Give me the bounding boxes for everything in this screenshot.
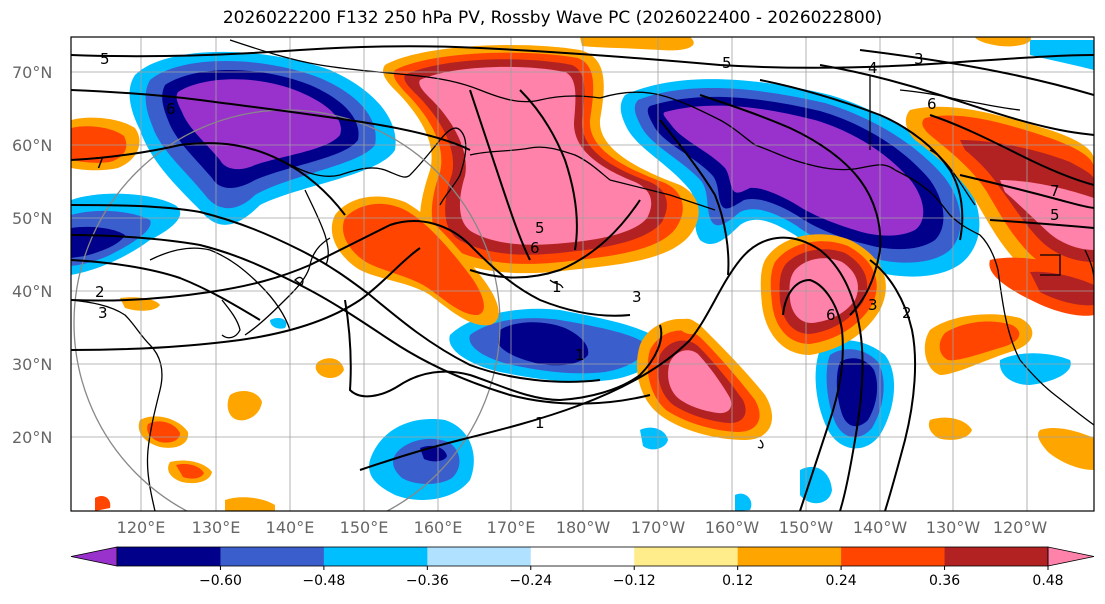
colorbar-tick-label: 0.24 bbox=[826, 573, 857, 589]
colorbar-segment bbox=[737, 547, 842, 566]
colorbar-tick-label: −0.24 bbox=[509, 573, 552, 589]
gridlines bbox=[71, 37, 1094, 511]
lat-label: 40°N bbox=[12, 282, 52, 301]
lat-label: 20°N bbox=[12, 428, 52, 447]
colorbar: −0.60 −0.48 −0.36 −0.24 −0.12 0.12 0.24 0.36 0.4… bbox=[70, 546, 1095, 589]
contour-label: 5 bbox=[1050, 206, 1060, 224]
lon-label: 150°W bbox=[779, 518, 834, 537]
contour-label: 1 bbox=[552, 278, 562, 296]
contour-label: 7 bbox=[1050, 182, 1060, 200]
negative-anomaly-shading bbox=[71, 40, 1094, 511]
contour-label: 3 bbox=[914, 50, 924, 68]
contour-label: 6 bbox=[826, 306, 836, 324]
colorbar-segment bbox=[944, 547, 1049, 566]
colorbar-segment bbox=[634, 547, 739, 566]
colorbar-segment bbox=[841, 547, 946, 566]
colorbar-tick-label: −0.60 bbox=[199, 573, 242, 589]
colorbar-segment bbox=[117, 547, 221, 566]
colorbar-segment bbox=[220, 547, 325, 566]
lon-label: 130°E bbox=[192, 518, 241, 537]
colorbar-tick-label: 0.12 bbox=[722, 573, 753, 589]
colorbar-tick-label: −0.48 bbox=[302, 573, 345, 589]
map-layers: 5 6 7 2 3 5 6 1 1 3 5 4 3 6 6 3 2 1 7 5 bbox=[71, 37, 1094, 511]
contour-label: 6 bbox=[166, 100, 176, 118]
lon-label: 180°W bbox=[556, 518, 611, 537]
colorbar-tick-label: −0.36 bbox=[406, 573, 449, 589]
lon-label: 120°W bbox=[993, 518, 1048, 537]
colorbar-segment bbox=[530, 547, 635, 566]
lon-label: 160°E bbox=[414, 518, 463, 537]
lon-label: 130°W bbox=[926, 518, 981, 537]
reference-circle bbox=[73, 109, 501, 511]
colorbar-tick-label: 0.36 bbox=[929, 573, 960, 589]
lon-label: 170°E bbox=[487, 518, 536, 537]
contour-label: 3 bbox=[632, 288, 642, 306]
contour-label: 5 bbox=[535, 219, 545, 237]
chart-title: 2026022200 F132 250 hPa PV, Rossby Wave … bbox=[222, 8, 883, 28]
contour-label: 7 bbox=[95, 154, 105, 172]
lon-label: 170°W bbox=[631, 518, 686, 537]
pv-contours bbox=[71, 45, 1094, 511]
lon-label: 140°W bbox=[853, 518, 908, 537]
lat-label: 70°N bbox=[12, 63, 52, 82]
colorbar-segment bbox=[323, 547, 428, 566]
contour-label: 3 bbox=[98, 304, 108, 322]
lon-label: 140°E bbox=[266, 518, 315, 537]
lon-label: 120°E bbox=[117, 518, 166, 537]
lat-label: 30°N bbox=[12, 355, 52, 374]
contour-label: 2 bbox=[95, 283, 105, 301]
colorbar-tick-label: −0.12 bbox=[613, 573, 656, 589]
colorbar-segment bbox=[427, 547, 532, 566]
lat-label: 60°N bbox=[12, 136, 52, 155]
colorbar-extend-max bbox=[1047, 546, 1095, 567]
lon-label: 160°W bbox=[705, 518, 760, 537]
contour-label: 6 bbox=[530, 239, 540, 257]
positive-anomaly-shading bbox=[71, 37, 1094, 511]
lon-label: 150°E bbox=[340, 518, 389, 537]
latitude-labels: 70°N 60°N 50°N 40°N 30°N 20°N bbox=[12, 63, 52, 447]
colorbar-extend-min bbox=[70, 546, 118, 567]
contour-label: 1 bbox=[535, 414, 545, 432]
contour-label: 3 bbox=[868, 296, 878, 314]
longitude-labels: 120°E 130°E 140°E 150°E 160°E 170°E 180°… bbox=[117, 518, 1048, 537]
colorbar-tick-label: 0.48 bbox=[1032, 573, 1063, 589]
contour-label: 5 bbox=[100, 50, 110, 68]
contour-label: 2 bbox=[902, 304, 912, 322]
colorbar-frame bbox=[116, 546, 1049, 567]
contour-label: 4 bbox=[868, 59, 878, 77]
contour-label: 5 bbox=[722, 54, 732, 72]
contour-label: 6 bbox=[927, 95, 937, 113]
contour-labels: 5 6 7 2 3 5 6 1 1 3 5 4 3 6 6 3 2 1 7 5 bbox=[95, 50, 1060, 432]
map-frame bbox=[70, 36, 1095, 512]
contour-label: 1 bbox=[575, 346, 585, 364]
lat-label: 50°N bbox=[12, 209, 52, 228]
